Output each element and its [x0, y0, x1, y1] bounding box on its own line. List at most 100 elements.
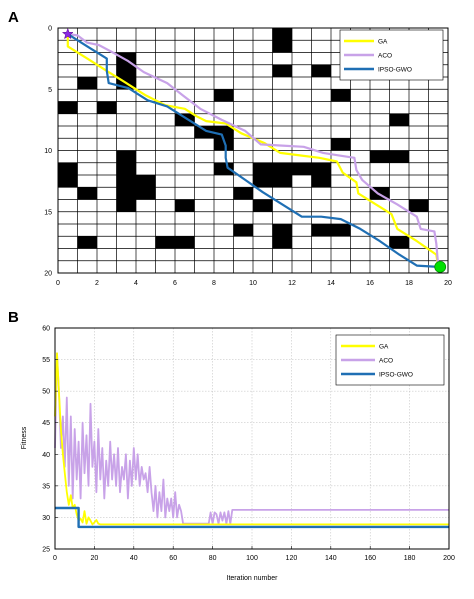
- obstacle-cell: [175, 113, 195, 126]
- y-tick-label: 20: [44, 271, 52, 278]
- series-line-ipso-gwo: [67, 33, 439, 268]
- x-tick-label: 16: [366, 280, 374, 287]
- obstacle-cell: [136, 175, 156, 188]
- series-line-aco: [67, 33, 440, 267]
- obstacle-cell: [214, 138, 234, 151]
- obstacle-cell: [175, 199, 195, 212]
- legend-label: ACO: [379, 358, 393, 365]
- start-marker: [61, 27, 74, 40]
- y-tick-label: 0: [48, 26, 52, 33]
- obstacle-cell: [116, 64, 136, 77]
- y-tick-label: 10: [44, 148, 52, 155]
- panel-label-b: B: [8, 309, 19, 326]
- legend-label: IPSO-GWO: [378, 67, 412, 74]
- obstacle-cell: [389, 150, 409, 163]
- x-tick-label: 140: [325, 555, 337, 562]
- legend-label: GA: [378, 39, 388, 46]
- obstacle-cell: [136, 187, 156, 200]
- obstacle-cell: [233, 224, 253, 237]
- y-axis-label: Fitness: [21, 426, 28, 449]
- obstacle-cell: [116, 199, 136, 212]
- obstacle-cell: [214, 162, 234, 175]
- series-line-ipso-gwo: [55, 506, 449, 529]
- y-tick-label: 30: [42, 515, 50, 522]
- x-tick-label: 20: [91, 555, 99, 562]
- fitness-lines: [54, 352, 449, 529]
- obstacle-cell: [272, 64, 292, 77]
- obstacle-cell: [331, 89, 351, 102]
- x-tick-label: 10: [249, 280, 257, 287]
- legend: GA ACO IPSO-GWO: [335, 334, 445, 386]
- obstacle-cell: [272, 224, 292, 237]
- y-tick-label: 55: [42, 357, 50, 364]
- x-tick-label: 160: [364, 555, 376, 562]
- obstacle-cell: [272, 175, 292, 188]
- panel-label-a: A: [8, 9, 19, 26]
- obstacle-cell: [292, 162, 312, 175]
- panel-a: A 0 2 4 6 8 10 12 14 16 18 20 0 5 10 15 20 GA ACO IPSO-GW…: [8, 9, 452, 287]
- obstacle-cell: [77, 77, 97, 90]
- y-tick-label: 40: [42, 452, 50, 459]
- obstacle-cell: [272, 40, 292, 53]
- obstacle-cell: [58, 101, 78, 114]
- legend-label: ACO: [378, 53, 392, 60]
- obstacle-cell: [272, 162, 292, 175]
- obstacle-cell: [233, 187, 253, 200]
- legend: GA ACO IPSO-GWO: [339, 29, 444, 81]
- x-tick-label: 120: [286, 555, 298, 562]
- obstacle-cell: [370, 150, 390, 163]
- obstacle-cell: [389, 236, 409, 249]
- obstacle-cell: [97, 101, 117, 114]
- y-tick-label: 35: [42, 483, 50, 490]
- tick-labels: 0 2 4 6 8 10 12 14 16 18 20 0 5 10 15 20: [44, 26, 452, 288]
- obstacle-cell: [77, 187, 97, 200]
- goal-marker: [434, 260, 447, 273]
- obstacle-cell: [214, 89, 234, 102]
- legend-label: IPSO-GWO: [379, 372, 413, 379]
- plot-frame: [57, 27, 449, 274]
- x-tick-label: 40: [130, 555, 138, 562]
- x-tick-label: 8: [212, 280, 216, 287]
- y-tick-label: 60: [42, 326, 50, 333]
- y-tick-label: 45: [42, 420, 50, 427]
- x-tick-label: 4: [134, 280, 138, 287]
- y-tick-label: 15: [44, 209, 52, 216]
- obstacle-cell: [311, 162, 331, 175]
- x-tick-label: 12: [288, 280, 296, 287]
- obstacle-cell: [116, 150, 136, 163]
- x-tick-label: 14: [327, 280, 335, 287]
- series-line-ga: [66, 34, 440, 268]
- obstacle-cell: [311, 224, 331, 237]
- obstacle-cell: [58, 175, 78, 188]
- obstacle-cell: [214, 126, 234, 139]
- x-tick-label: 20: [444, 280, 452, 287]
- obstacle-cell: [253, 199, 273, 212]
- x-axis-label: Iteration number: [227, 575, 279, 582]
- obstacle-cell: [194, 126, 214, 139]
- obstacle-cell: [155, 236, 175, 249]
- obstacle-cell: [331, 224, 351, 237]
- x-tick-label: 80: [209, 555, 217, 562]
- obstacle-cell: [116, 162, 136, 175]
- path-lines: [66, 33, 440, 268]
- x-tick-label: 200: [443, 555, 455, 562]
- x-tick-label: 180: [404, 555, 416, 562]
- x-tick-label: 0: [56, 280, 60, 287]
- obstacles: [58, 28, 429, 249]
- markers: [61, 27, 447, 273]
- tick-labels: 0 20 40 60 80 100 120 140 160 180 200 25 30 35 40 45 50 5…: [42, 326, 455, 563]
- x-tick-label: 6: [173, 280, 177, 287]
- x-tick-label: 18: [405, 280, 413, 287]
- obstacle-cell: [253, 162, 273, 175]
- obstacle-cell: [311, 175, 331, 188]
- obstacle-cell: [409, 199, 429, 212]
- x-tick-label: 0: [53, 555, 57, 562]
- y-tick-label: 5: [48, 87, 52, 94]
- x-tick-label: 100: [246, 555, 258, 562]
- obstacle-cell: [389, 113, 409, 126]
- legend-label: GA: [379, 344, 389, 351]
- obstacle-cell: [175, 236, 195, 249]
- obstacle-cell: [116, 52, 136, 65]
- obstacle-cell: [272, 28, 292, 41]
